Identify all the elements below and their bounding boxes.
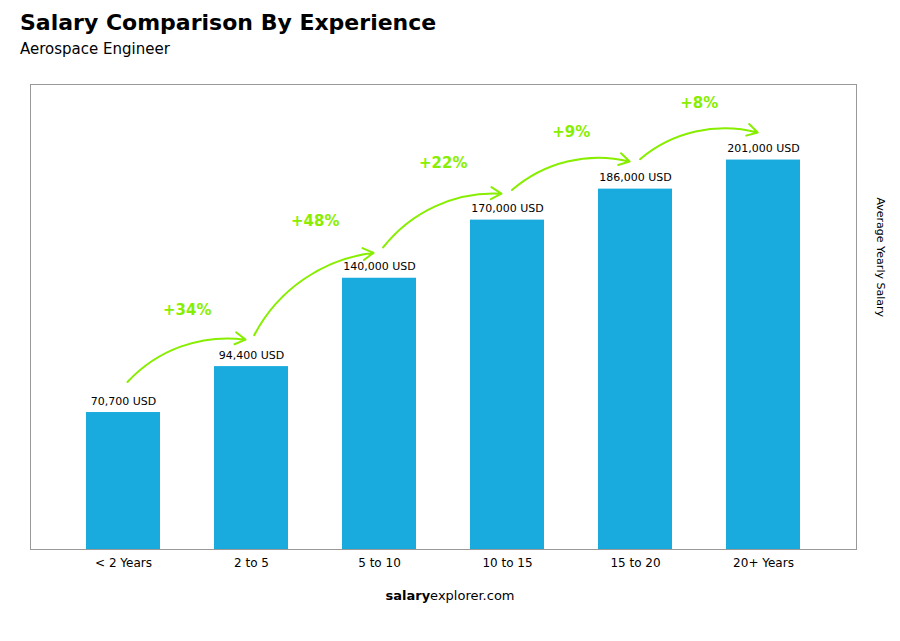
svg-text:5 to 10: 5 to 10 [358, 556, 401, 570]
svg-text:< 2 Years: < 2 Years [95, 556, 152, 570]
svg-text:170,000 USD: 170,000 USD [471, 202, 544, 215]
svg-text:+9%: +9% [552, 123, 590, 141]
svg-text:+22%: +22% [419, 154, 467, 172]
svg-text:20+ Years: 20+ Years [733, 556, 794, 570]
html-text:Salary Comparison By Experienc: Salary Comparison By Experience [20, 10, 437, 35]
html-text:salary explorer.com: salary explorer.com [385, 588, 515, 603]
svg-text:+8%: +8% [680, 94, 718, 112]
svg-text:Average Yearly Salary: Average Yearly Salary [874, 197, 887, 317]
svg-text:94,400 USD: 94,400 USD [219, 349, 285, 362]
svg-text:+48%: +48% [291, 212, 339, 230]
svg-text:+34%: +34% [163, 301, 211, 319]
svg-text:2 to 5: 2 to 5 [234, 556, 269, 570]
svg-text:186,000 USD: 186,000 USD [599, 171, 672, 184]
svg-text:10 to 15: 10 to 15 [482, 556, 532, 570]
svg-text:201,000 USD: 201,000 USD [727, 142, 800, 155]
svg-text:70,700 USD: 70,700 USD [91, 395, 157, 408]
html-text:Aerospace Engineer: Aerospace Engineer [20, 40, 170, 58]
svg-text:15 to 20: 15 to 20 [610, 556, 660, 570]
svg-text:140,000 USD: 140,000 USD [343, 260, 416, 273]
